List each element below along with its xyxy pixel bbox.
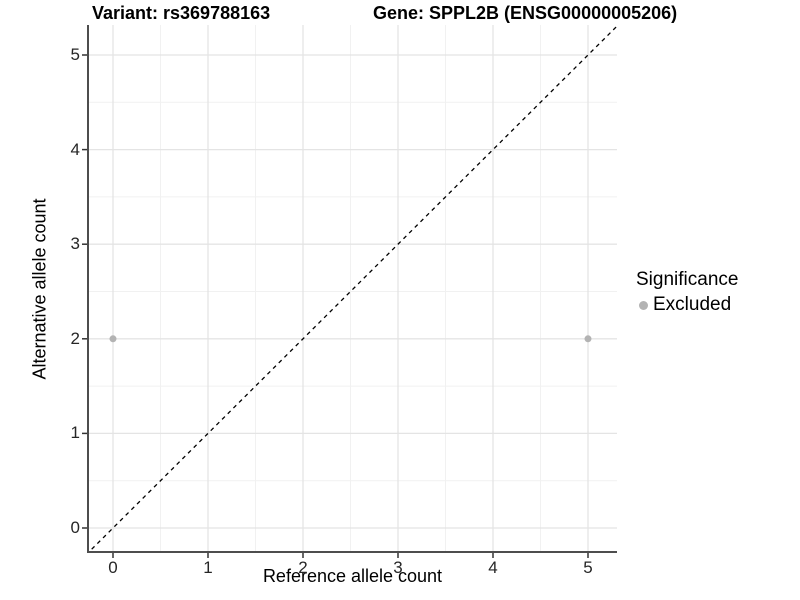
x-tick-label: 2 [298, 558, 308, 577]
axis-lines [87, 25, 617, 553]
x-axis-title: Reference allele count [262, 566, 443, 586]
x-tick-label: 1 [203, 558, 213, 577]
panel-background [88, 25, 617, 552]
y-tick-label: 3 [70, 234, 80, 254]
y-tick-label: 2 [70, 328, 80, 348]
legend-item-excluded: Excluded [639, 294, 738, 316]
major-gridlines [88, 25, 617, 552]
y-tick-label: 1 [70, 423, 80, 443]
plot-title-variant: Variant: rs369788163 [92, 3, 271, 23]
y-tick-label: 5 [70, 45, 80, 64]
minor-gridlines [88, 25, 617, 552]
y-tick-label: 0 [70, 518, 80, 537]
x-tick-label: 4 [488, 558, 498, 577]
legend-key-point-icon [639, 300, 648, 310]
legend-title: Significance [636, 269, 739, 290]
x-tick-label: 3 [393, 558, 403, 577]
legend-item-label: Excluded [653, 294, 732, 315]
y-tick-label: 4 [70, 139, 80, 159]
x-tick-label: 5 [583, 558, 593, 577]
data-point [109, 335, 117, 343]
tick-marks [82, 54, 589, 558]
legend: Significance Excluded [636, 269, 738, 316]
x-tick-label: 0 [108, 558, 118, 577]
y-axis-title: Alternative allele count [29, 198, 50, 380]
plot-title-gene: Gene: SPPL2B (ENSG00000005206) [373, 3, 678, 23]
data-point [584, 335, 592, 343]
